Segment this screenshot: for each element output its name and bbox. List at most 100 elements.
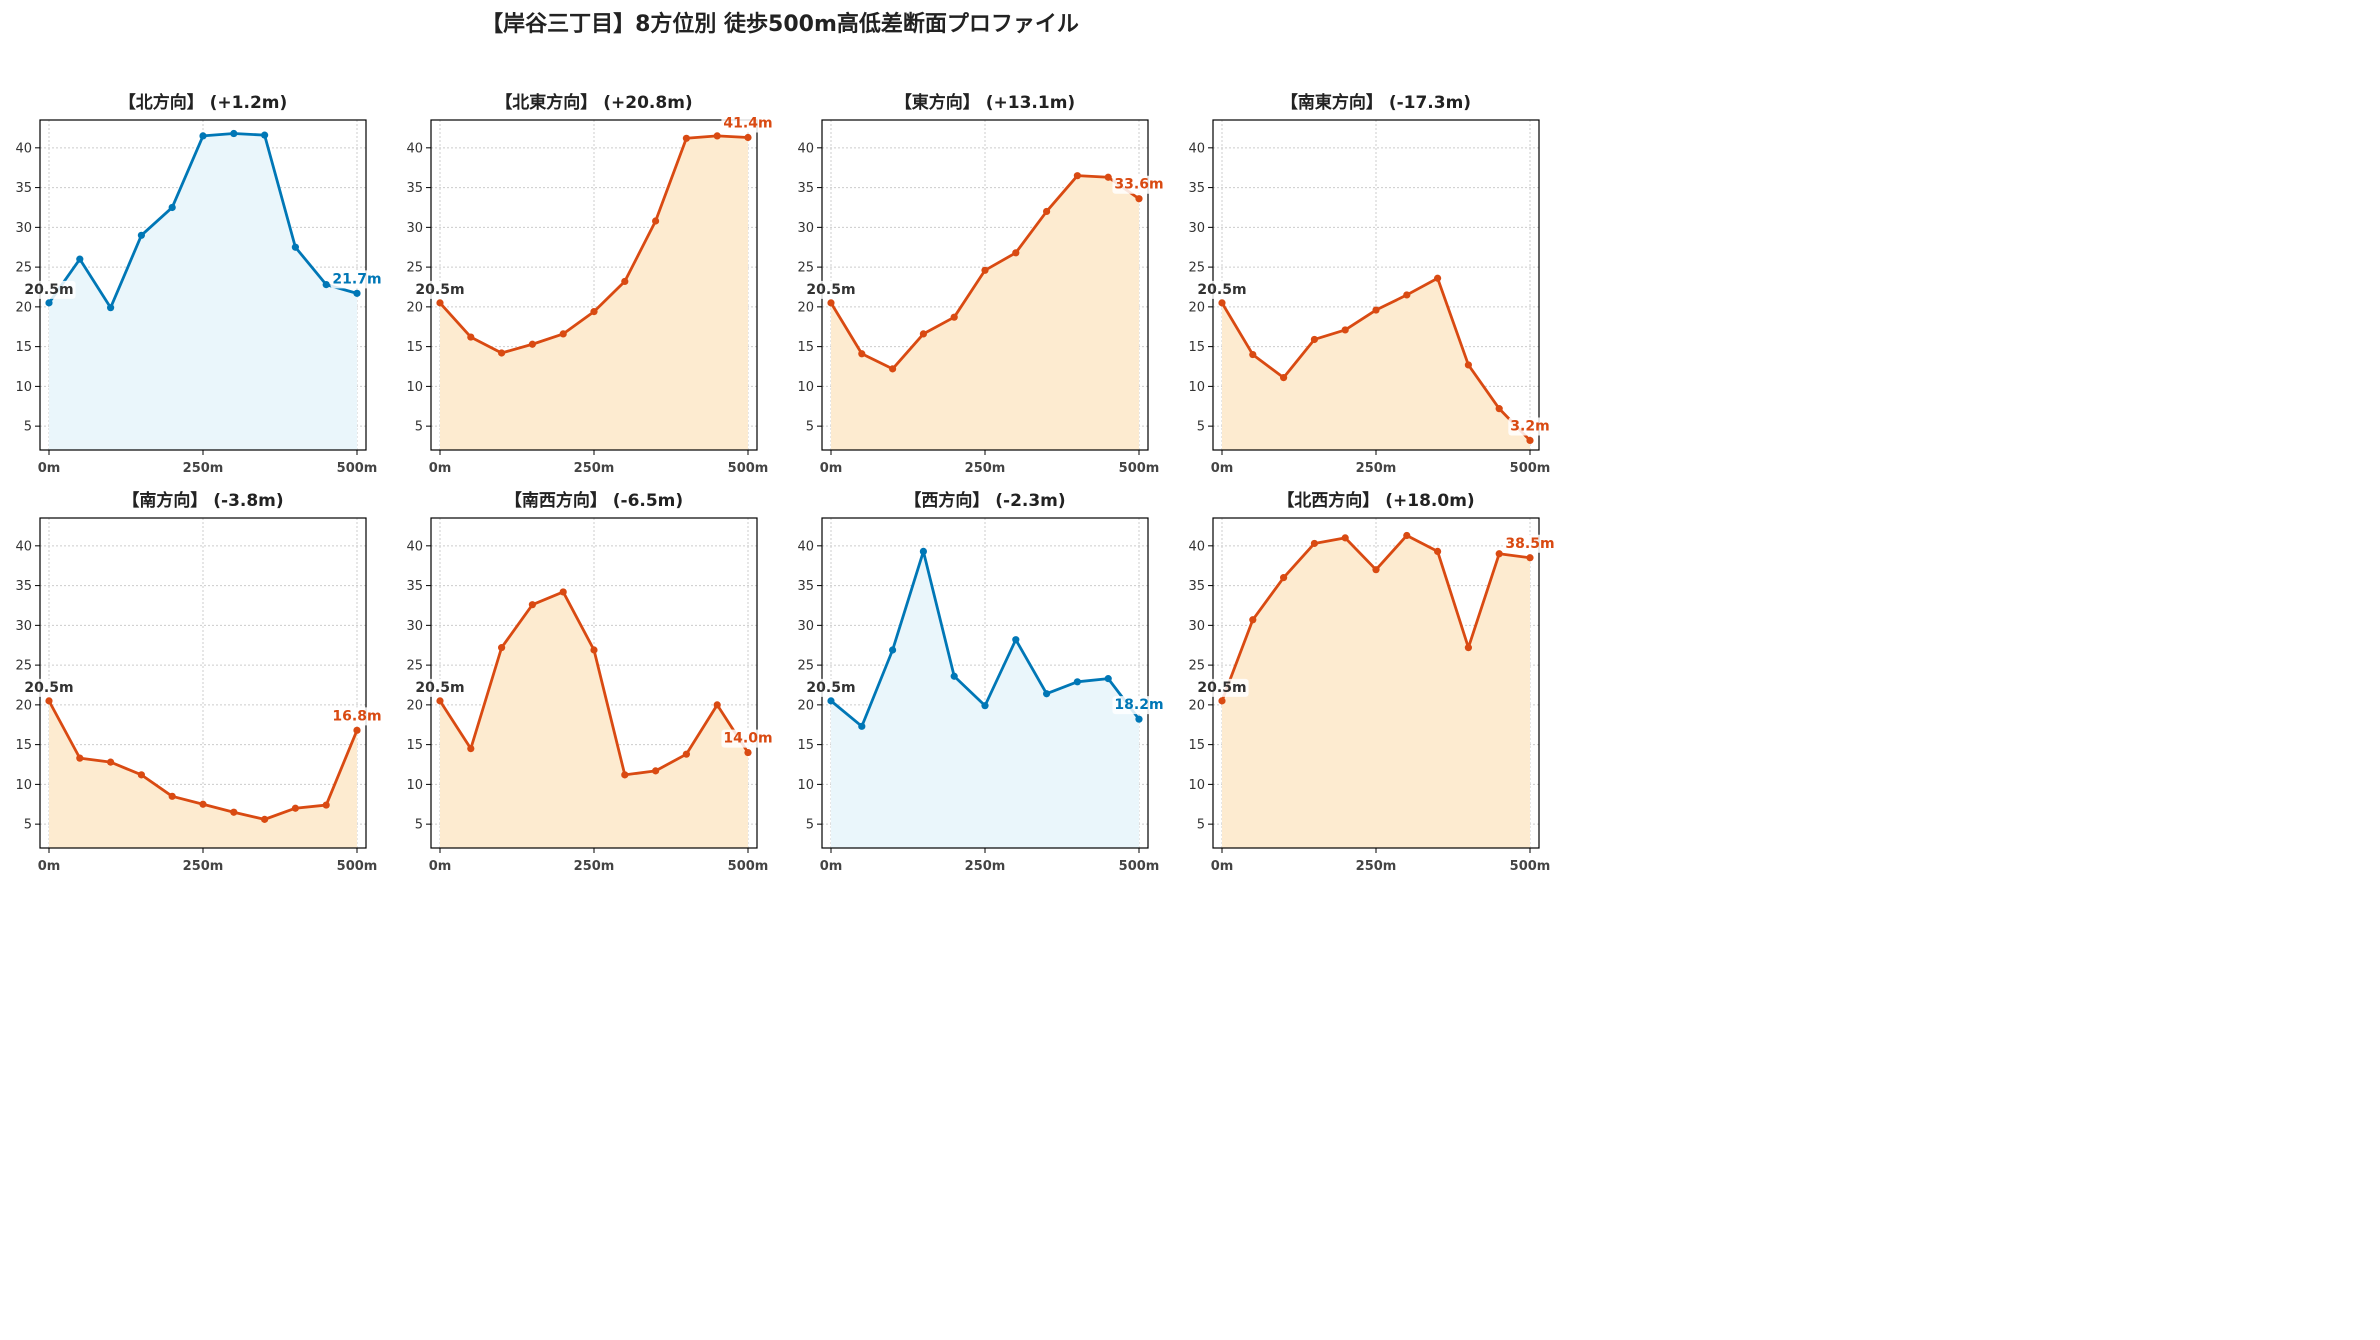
y-tick-label: 25: [1188, 261, 1205, 276]
y-tick-label: 15: [797, 340, 814, 355]
y-tick-label: 35: [1188, 181, 1205, 196]
end-label-bg: [330, 707, 384, 726]
data-point: [353, 289, 361, 297]
y-tick-label: 25: [15, 659, 32, 674]
end-label-bg: [721, 114, 775, 133]
y-tick-label: 25: [406, 261, 423, 276]
y-tick-label: 40: [1188, 141, 1205, 156]
end-label: 18.2m: [1114, 697, 1163, 713]
data-point: [1372, 306, 1380, 314]
y-tick-label: 15: [406, 738, 423, 753]
data-point: [137, 231, 145, 239]
y-tick-label: 10: [797, 778, 814, 793]
data-point: [1310, 335, 1318, 344]
x-tick-label: 0m: [429, 859, 452, 874]
end-label-bg: [1508, 417, 1552, 436]
data-point: [1135, 195, 1143, 203]
data-point: [528, 340, 537, 348]
end-label: 21.7m: [332, 271, 381, 287]
y-tick-label: 10: [797, 380, 814, 395]
y-tick-label: 30: [1188, 619, 1205, 634]
data-point: [76, 754, 84, 762]
start-label: 20.5m: [24, 680, 73, 696]
end-label-bg: [1112, 696, 1166, 715]
y-tick-label: 15: [1188, 340, 1205, 355]
end-label-bg: [330, 270, 384, 289]
data-point: [261, 815, 269, 823]
data-point: [889, 365, 897, 373]
end-label-bg: [1112, 175, 1166, 194]
y-tick-label: 30: [15, 221, 32, 236]
data-point: [559, 588, 567, 596]
data-point: [436, 697, 444, 705]
start-label-bg: [413, 678, 467, 697]
data-point: [45, 697, 53, 705]
x-tick-label: 250m: [574, 461, 615, 476]
data-point: [621, 277, 629, 286]
start-label-bg: [804, 280, 858, 299]
data-point: [919, 330, 928, 338]
y-tick-label: 5: [1197, 420, 1205, 435]
data-point: [1073, 172, 1081, 180]
panel-title: 【南方向】 (-3.8m): [122, 490, 283, 511]
data-point: [858, 722, 866, 730]
data-point: [981, 702, 989, 710]
start-label: 20.5m: [1197, 680, 1246, 696]
x-tick-label: 500m: [1510, 461, 1551, 476]
data-point: [1280, 374, 1288, 382]
data-point: [744, 133, 752, 142]
data-point: [950, 672, 958, 680]
panel-2: 5 10 15 20 25 30 35 40 0m 250m 500m 【東方向】 (+13.1m) 2…: [797, 92, 1166, 476]
data-point: [1012, 636, 1020, 644]
end-label: 38.5m: [1505, 536, 1554, 552]
x-tick-label: 0m: [38, 859, 61, 874]
y-tick-label: 30: [406, 221, 423, 236]
y-tick-label: 5: [415, 420, 423, 435]
y-tick-label: 40: [406, 539, 423, 554]
y-tick-label: 30: [797, 221, 814, 236]
data-point: [1280, 574, 1288, 582]
panel-7: 5 10 15 20 25 30 35 40 0m 250m 500m 【北西方向】 (+18.0m)…: [1188, 490, 1557, 874]
data-point: [45, 299, 53, 307]
x-tick-label: 500m: [337, 461, 378, 476]
data-point: [1043, 207, 1051, 216]
y-tick-label: 5: [806, 818, 814, 833]
panel-title: 【南東方向】 (-17.3m): [1281, 92, 1471, 113]
panel-title: 【東方向】 (+13.1m): [895, 92, 1075, 113]
data-point: [682, 134, 691, 142]
end-label: 14.0m: [723, 731, 772, 747]
data-point: [1434, 274, 1442, 282]
data-point: [107, 304, 115, 312]
data-point: [137, 771, 145, 779]
data-point: [1104, 675, 1112, 683]
y-tick-label: 5: [24, 818, 32, 833]
y-tick-label: 20: [15, 300, 32, 315]
data-point: [1341, 534, 1349, 542]
area-fill: [831, 175, 1139, 450]
panel-4: 5 10 15 20 25 30 35 40 0m 250m 500m 【南方向】 (-3.8m) 20…: [15, 490, 384, 874]
panel-0: 5 10 15 20 25 30 35 40 0m 250m 500m 【北方向】 (+1.2m) 20…: [15, 92, 384, 476]
data-point: [353, 726, 361, 734]
data-point: [1249, 350, 1257, 359]
data-point: [981, 266, 989, 274]
y-tick-label: 25: [797, 659, 814, 674]
y-tick-label: 20: [797, 300, 814, 315]
y-tick-label: 15: [797, 738, 814, 753]
y-tick-label: 40: [1188, 539, 1205, 554]
y-tick-label: 40: [406, 141, 423, 156]
x-tick-label: 250m: [1356, 461, 1397, 476]
x-tick-label: 0m: [1211, 461, 1234, 476]
y-tick-label: 35: [797, 181, 814, 196]
panel-title: 【北西方向】 (+18.0m): [1277, 490, 1474, 511]
start-label-bg: [1195, 280, 1249, 299]
y-tick-label: 20: [406, 300, 423, 315]
data-point: [744, 748, 752, 757]
data-point: [1043, 690, 1051, 698]
area-fill: [1222, 278, 1530, 450]
y-tick-label: 40: [15, 141, 32, 156]
x-tick-label: 0m: [38, 461, 61, 476]
data-point: [590, 308, 598, 316]
data-point: [199, 132, 207, 140]
data-point: [919, 547, 928, 555]
